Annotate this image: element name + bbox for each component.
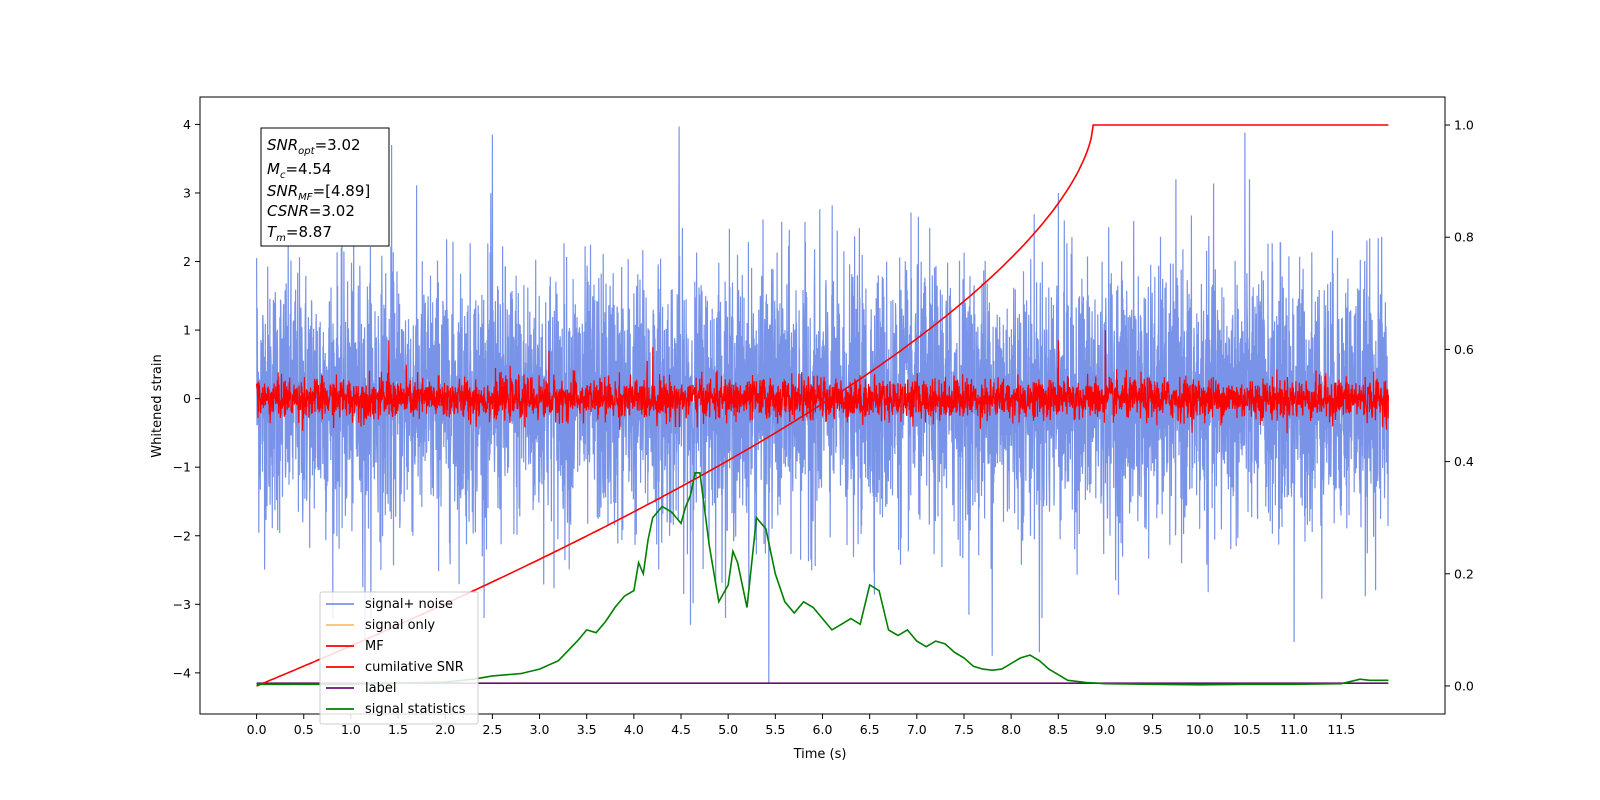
legend-label-signal-noise: signal+ noise — [365, 597, 453, 612]
y-axis-label: Whitened strain — [150, 354, 165, 457]
series-signal-statistics-line — [256, 472, 1389, 686]
annotation-frame — [260, 127, 390, 247]
x-axis-label: Time (s) — [793, 747, 847, 762]
legend-label-label: label — [365, 681, 396, 696]
x-tick-label: 3.5 — [577, 722, 597, 737]
y-right-tick-label: 0.8 — [1454, 230, 1474, 245]
y-tick-label: 1 — [183, 323, 191, 338]
x-tick-label: 9.5 — [1143, 722, 1163, 737]
x-tick-label: 7.5 — [954, 722, 974, 737]
annotation-csnr: CSNR=3.02 — [267, 202, 355, 220]
annotation-tm: Tm=8.87 — [267, 223, 332, 244]
x-tick-label: 2.5 — [482, 722, 502, 737]
y-tick-label: −4 — [173, 665, 191, 680]
x-tick-label: 10.5 — [1233, 722, 1261, 737]
annotation-snr-mf-value: =[4.89] — [313, 182, 371, 200]
y-tick-label: −1 — [173, 460, 191, 475]
y-right-tick-label: 0.6 — [1454, 342, 1474, 357]
annotation-csnr-value: =3.02 — [309, 202, 355, 220]
axes: 0.0 0.5 1.0 1.5 2.0 2.5 3.0 3.5 4.0 4.5 5.0 5.5 6.0 6… — [173, 96, 1474, 737]
x-tick-label: 4.0 — [624, 722, 644, 737]
annotation-box: SNRopt=3.02 Mc=4.54 SNRMF=[4.89] CSNR=3.… — [260, 127, 390, 247]
legend-label-mf: MF — [365, 639, 384, 654]
x-tick-label: 8.0 — [1001, 722, 1021, 737]
y-tick-label: 2 — [183, 254, 191, 269]
x-tick-label: 5.0 — [718, 722, 738, 737]
y-right-tick-label: 1.0 — [1454, 118, 1474, 133]
annotation-mc-value: =4.54 — [285, 160, 331, 178]
y-tick-label: 4 — [183, 117, 191, 132]
series-mf-line — [256, 330, 1389, 434]
x-tick-label: 6.0 — [813, 722, 833, 737]
legend-label-signal-statistics: signal statistics — [365, 702, 466, 717]
y-right-tick-label: 0.4 — [1454, 454, 1474, 469]
x-tick-label: 5.5 — [765, 722, 785, 737]
legend: signal+ noise signal only MF cumilative … — [319, 591, 479, 725]
y-tick-label: −2 — [173, 528, 191, 543]
y-tick-label: 3 — [183, 185, 191, 200]
y-tick-label: −3 — [173, 597, 191, 612]
legend-label-cumulative-snr: cumilative SNR — [365, 660, 464, 675]
annotation-snr-opt-value: =3.02 — [315, 136, 361, 154]
x-tick-label: 3.0 — [530, 722, 550, 737]
annotation-mc: Mc=4.54 — [267, 160, 331, 181]
y-right-tick-label: 0.0 — [1454, 678, 1474, 693]
legend-label-signal-only: signal only — [365, 618, 435, 633]
x-tick-label: 10.0 — [1186, 722, 1214, 737]
x-tick-label: 9.0 — [1096, 722, 1116, 737]
y-right-tick-label: 0.2 — [1454, 566, 1474, 581]
x-tick-label: 8.5 — [1048, 722, 1068, 737]
annotation-snr-mf: SNRMF=[4.89] — [267, 182, 370, 203]
x-tick-label: 11.5 — [1327, 722, 1355, 737]
y-tick-label: 0 — [183, 391, 191, 406]
x-tick-label: 1.0 — [341, 722, 361, 737]
annotation-tm-value: =8.87 — [286, 223, 332, 241]
x-tick-label: 1.5 — [388, 722, 408, 737]
x-tick-label: 2.0 — [435, 722, 455, 737]
x-tick-label: 0.0 — [247, 722, 267, 737]
x-tick-label: 4.5 — [671, 722, 691, 737]
x-tick-label: 11.0 — [1280, 722, 1308, 737]
x-tick-label: 6.5 — [860, 722, 880, 737]
annotation-snr-opt: SNRopt=3.02 — [267, 136, 361, 157]
legend-frame — [319, 591, 479, 725]
x-tick-label: 0.5 — [294, 722, 314, 737]
x-tick-label: 7.0 — [907, 722, 927, 737]
